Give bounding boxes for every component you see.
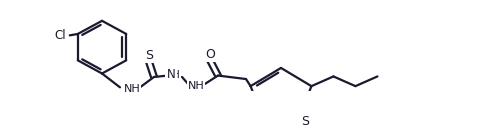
Text: S: S [301, 115, 309, 128]
Text: S: S [145, 49, 153, 62]
Text: H: H [172, 70, 180, 80]
Text: Cl: Cl [54, 29, 66, 42]
Text: NH: NH [124, 84, 140, 94]
Text: O: O [205, 48, 215, 61]
Text: NH: NH [188, 81, 205, 91]
Text: N: N [166, 68, 175, 81]
